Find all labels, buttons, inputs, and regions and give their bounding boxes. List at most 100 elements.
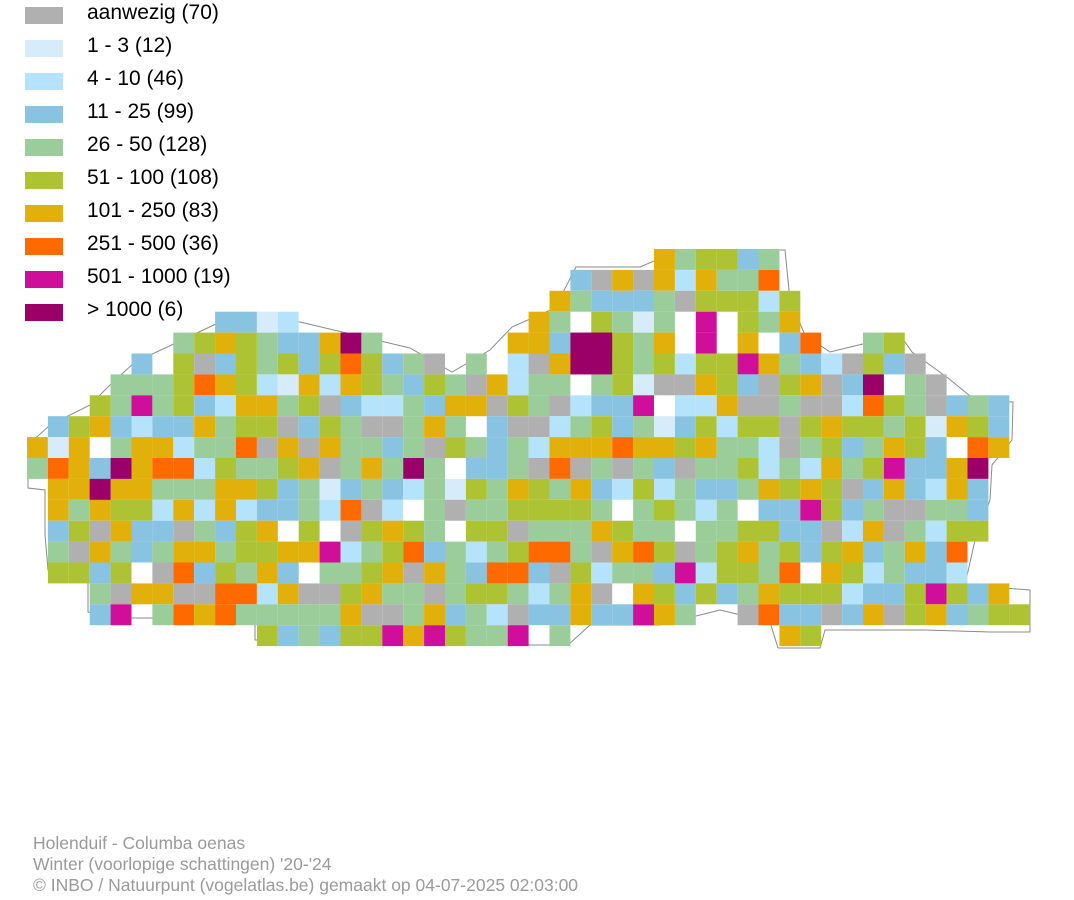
grid-cell xyxy=(507,458,529,479)
grid-cell xyxy=(68,478,90,500)
grid-cell xyxy=(737,562,759,584)
grid-cell xyxy=(131,395,153,417)
grid-cell xyxy=(215,437,236,458)
grid-cell xyxy=(486,604,508,626)
grid-cell xyxy=(256,625,278,647)
grid-cell xyxy=(528,583,550,605)
grid-cell xyxy=(507,437,529,458)
grid-cell xyxy=(779,311,801,333)
grid-cell xyxy=(236,541,257,563)
grid-cell xyxy=(967,604,989,626)
grid-cell xyxy=(612,290,634,312)
caption-season: Winter (voorlopige schattingen) '20-'24 xyxy=(33,854,332,874)
legend-label: > 1000 (6) xyxy=(87,298,184,321)
grid-cell xyxy=(695,374,717,396)
grid-cell xyxy=(800,416,822,438)
grid-cell xyxy=(633,269,654,291)
grid-cell xyxy=(340,458,362,479)
grid-cell xyxy=(549,520,571,542)
grid-cell xyxy=(173,374,195,396)
grid-cell xyxy=(737,290,759,312)
grid-cell xyxy=(424,478,445,500)
grid-cell xyxy=(424,437,445,458)
grid-cell xyxy=(131,478,153,500)
grid-cell xyxy=(674,269,696,291)
grid-cell xyxy=(528,478,550,500)
grid-cell xyxy=(319,625,341,647)
grid-cell xyxy=(946,458,968,479)
grid-cell xyxy=(842,499,863,521)
grid-cell xyxy=(967,499,989,521)
grid-cell xyxy=(549,416,571,438)
grid-cell xyxy=(340,395,362,417)
grid-cell xyxy=(758,437,780,458)
grid-cell xyxy=(528,541,550,563)
grid-cell xyxy=(695,520,717,542)
grid-cell xyxy=(612,541,634,563)
grid-cell xyxy=(716,249,738,270)
grid-cell xyxy=(152,374,174,396)
grid-cell xyxy=(152,541,174,563)
grid-cell xyxy=(465,395,487,417)
grid-cell xyxy=(612,353,634,375)
grid-cell xyxy=(403,562,425,584)
grid-cell xyxy=(465,437,487,458)
grid-cell xyxy=(298,458,320,479)
legend-item: 501 - 1000 (19) xyxy=(25,265,325,288)
grid-cell xyxy=(277,437,299,458)
grid-cell xyxy=(110,583,132,605)
grid-cell xyxy=(883,458,905,479)
grid-cell xyxy=(152,562,174,584)
grid-cell xyxy=(256,499,278,521)
grid-cell xyxy=(486,437,508,458)
grid-cell xyxy=(173,520,195,542)
grid-cell xyxy=(904,604,926,626)
grid-cell xyxy=(507,395,529,417)
grid-cell xyxy=(883,353,905,375)
grid-cell xyxy=(821,604,843,626)
grid-cell xyxy=(800,625,822,647)
grid-cell xyxy=(298,520,320,542)
grid-cell xyxy=(319,353,341,375)
grid-cell xyxy=(737,520,759,542)
grid-cell xyxy=(758,290,780,312)
grid-cell xyxy=(591,416,613,438)
grid-cell xyxy=(236,416,257,438)
grid-cell xyxy=(382,604,404,626)
grid-cell xyxy=(654,374,675,396)
atlas-grid-cells xyxy=(27,249,1031,647)
grid-cell xyxy=(695,353,717,375)
grid-cell xyxy=(256,458,278,479)
grid-cell xyxy=(633,353,654,375)
grid-cell xyxy=(591,541,613,563)
grid-cell xyxy=(570,437,592,458)
grid-cell xyxy=(194,541,216,563)
grid-cell xyxy=(779,374,801,396)
grid-cell xyxy=(758,520,780,542)
grid-cell xyxy=(236,478,257,500)
grid-cell xyxy=(549,395,571,417)
grid-cell xyxy=(298,332,320,354)
grid-cell xyxy=(424,562,445,584)
grid-cell xyxy=(612,520,634,542)
grid-cell xyxy=(883,520,905,542)
grid-cell xyxy=(779,395,801,417)
grid-cell xyxy=(633,478,654,500)
grid-cell xyxy=(821,499,843,521)
grid-cell xyxy=(925,604,947,626)
grid-cell xyxy=(340,416,362,438)
grid-cell xyxy=(612,437,634,458)
grid-cell xyxy=(904,520,926,542)
grid-cell xyxy=(779,562,801,584)
grid-cell xyxy=(570,458,592,479)
legend-item: 101 - 250 (83) xyxy=(25,199,325,222)
grid-cell xyxy=(277,625,299,647)
grid-cell xyxy=(445,625,466,647)
grid-cell xyxy=(68,416,90,438)
grid-cell xyxy=(883,499,905,521)
grid-cell xyxy=(737,458,759,479)
grid-cell xyxy=(236,332,257,354)
grid-cell xyxy=(424,458,445,479)
grid-cell xyxy=(570,416,592,438)
grid-cell xyxy=(256,437,278,458)
